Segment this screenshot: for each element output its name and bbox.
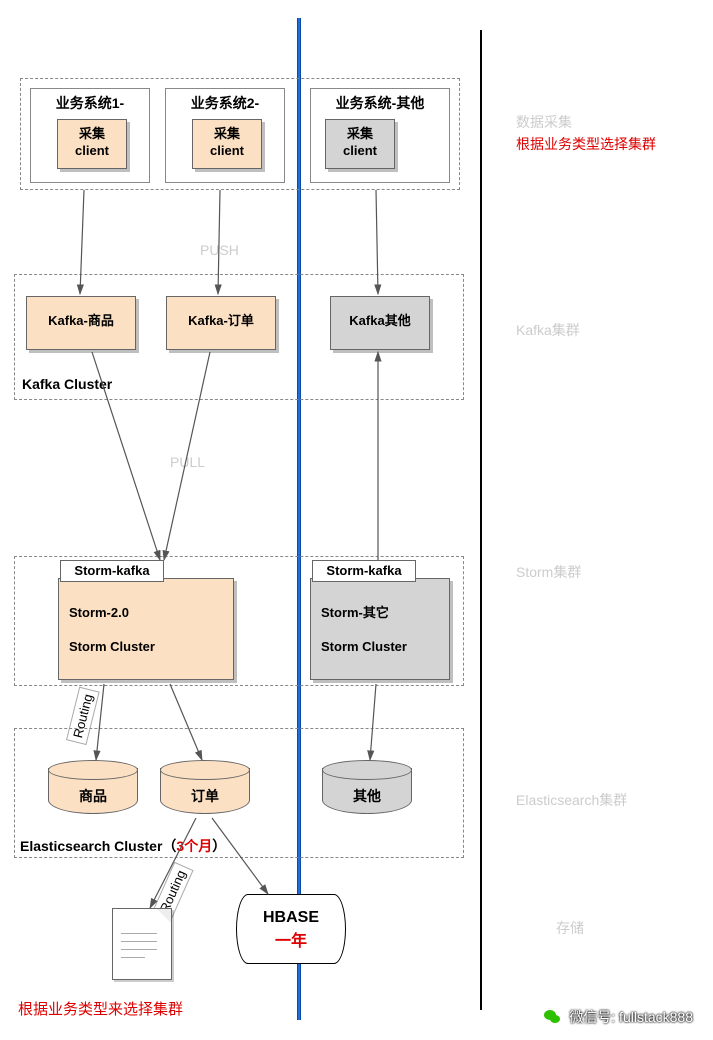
hbase-sub: 一年 [237,927,345,951]
storm1-box: Storm-2.0 Storm Cluster [58,578,234,680]
es-suffix: ） [212,838,226,854]
hbase-body: HBASE 一年 [236,894,346,964]
sys1-client-l1: 采集 [79,126,105,141]
storm2-box: Storm-其它 Storm Cluster [310,578,450,680]
bottom-red-label: 根据业务类型来选择集群 [18,998,183,1019]
storm1-tab: Storm-kafka [60,560,164,582]
label-select-cluster: 根据业务类型选择集群 [516,134,656,154]
push-label: PUSH [200,242,239,258]
wechat-icon [541,1006,563,1028]
diagram-canvas: 数据采集 根据业务类型选择集群 Kafka集群 Storm集群 Elastics… [0,0,713,1040]
storm2-tab-text: Storm-kafka [326,563,401,578]
sys2-client-l2: client [210,143,244,158]
pull-label: PULL [170,454,205,470]
kafka-3: Kafka其他 [330,296,430,350]
sys1-client: 采集 client [57,119,127,169]
doc-icon [112,908,172,980]
wechat-tag: 微信号: fullstack888 [541,1006,693,1028]
es3-top [322,760,412,780]
label-kafka-cluster-right: Kafka集群 [516,320,580,340]
storm2-line1: Storm-其它 [321,605,389,620]
kafka-2: Kafka-订单 [166,296,276,350]
sys3-box: 业务系统-其他 采集 client [310,88,450,183]
sys2-title: 业务系统2- [191,95,259,111]
sys1-title: 业务系统1- [56,95,124,111]
sys2-client: 采集 client [192,119,262,169]
kafka-cluster-label: Kafka Cluster [22,376,112,392]
label-storm-cluster-right: Storm集群 [516,562,581,582]
label-es-cluster-right: Elasticsearch集群 [516,790,627,810]
kafka-1-text: Kafka-商品 [48,313,114,328]
hbase-cyl: HBASE 一年 [236,894,346,964]
es1-top [48,760,138,780]
storm2-line2: Storm Cluster [321,639,407,654]
sys3-client: 采集 client [325,119,395,169]
storm1-line2: Storm Cluster [69,639,155,654]
sys1-box: 业务系统1- 采集 client [30,88,150,183]
sys1-client-l2: client [75,143,109,158]
kafka-2-text: Kafka-订单 [188,313,254,328]
sys3-title: 业务系统-其他 [336,95,425,111]
storm1-line1: Storm-2.0 [69,605,129,620]
divider-black [480,30,482,1010]
sys3-client-l1: 采集 [347,126,373,141]
es3-text: 其他 [353,788,381,804]
kafka-1: Kafka-商品 [26,296,136,350]
es2-top [160,760,250,780]
label-storage-right: 存储 [556,918,584,938]
wechat-text: 微信号: fullstack888 [569,1007,693,1027]
es1-text: 商品 [79,788,107,804]
es2-text: 订单 [191,788,219,804]
sys3-client-l2: client [343,143,377,158]
sys2-client-l1: 采集 [214,126,240,141]
label-collect: 数据采集 [516,112,572,132]
kafka-3-text: Kafka其他 [349,313,410,328]
es-red: 3个月 [176,838,212,854]
storm2-tab: Storm-kafka [312,560,416,582]
storm1-tab-text: Storm-kafka [74,563,149,578]
es-prefix: Elasticsearch Cluster（ [20,838,176,854]
es-cluster-label: Elasticsearch Cluster（3个月） [20,836,226,856]
hbase-title: HBASE [237,895,345,927]
sys2-box: 业务系统2- 采集 client [165,88,285,183]
